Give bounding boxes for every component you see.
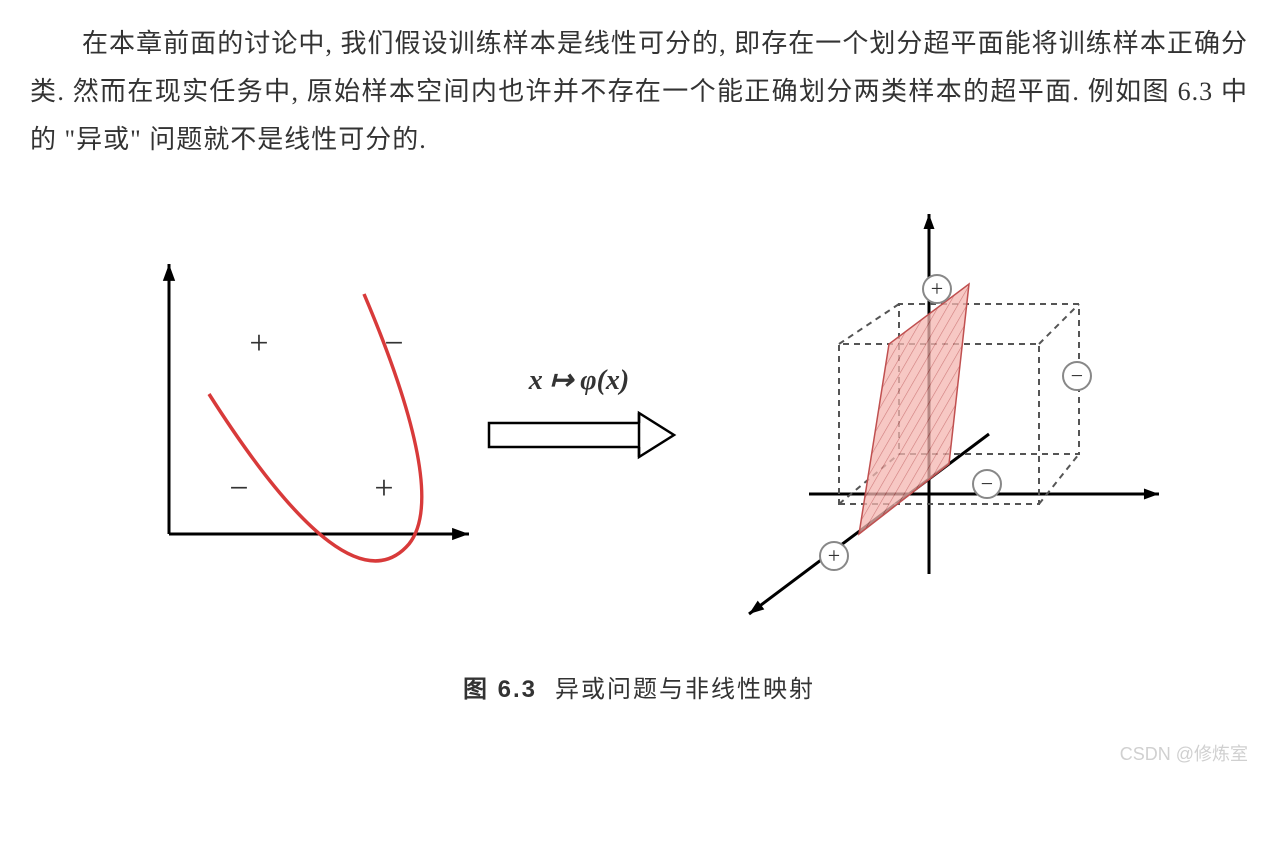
svg-text:−: − bbox=[229, 470, 248, 507]
mapping-label: x ↦ φ(x) bbox=[479, 363, 679, 397]
mapping-arrow-block: x ↦ φ(x) bbox=[479, 363, 679, 470]
svg-text:−: − bbox=[384, 325, 403, 362]
svg-text:+: + bbox=[249, 325, 268, 362]
svg-text:−: − bbox=[981, 471, 993, 496]
right-3d-panel: + − − + bbox=[689, 194, 1169, 639]
left-2d-panel: + − − + bbox=[109, 234, 469, 599]
body-paragraph: 在本章前面的讨论中, 我们假设训练样本是线性可分的, 即存在一个划分超平面能将训… bbox=[30, 20, 1248, 164]
xor-2d-diagram: + − − + bbox=[109, 234, 469, 594]
svg-text:+: + bbox=[828, 543, 840, 568]
figure-6-3: + − − + x ↦ φ(x) + − − + bbox=[30, 194, 1248, 639]
xor-3d-diagram: + − − + bbox=[689, 194, 1169, 634]
svg-text:+: + bbox=[374, 470, 393, 507]
svg-text:+: + bbox=[931, 276, 943, 301]
mapping-arrow bbox=[479, 405, 679, 465]
watermark: CSDN @修炼室 bbox=[1120, 740, 1248, 766]
svg-text:−: − bbox=[1071, 363, 1083, 388]
caption-number: 图 6.3 bbox=[463, 676, 537, 703]
figure-caption: 图 6.3 异或问题与非线性映射 bbox=[30, 669, 1248, 704]
caption-text: 异或问题与非线性映射 bbox=[555, 677, 815, 703]
